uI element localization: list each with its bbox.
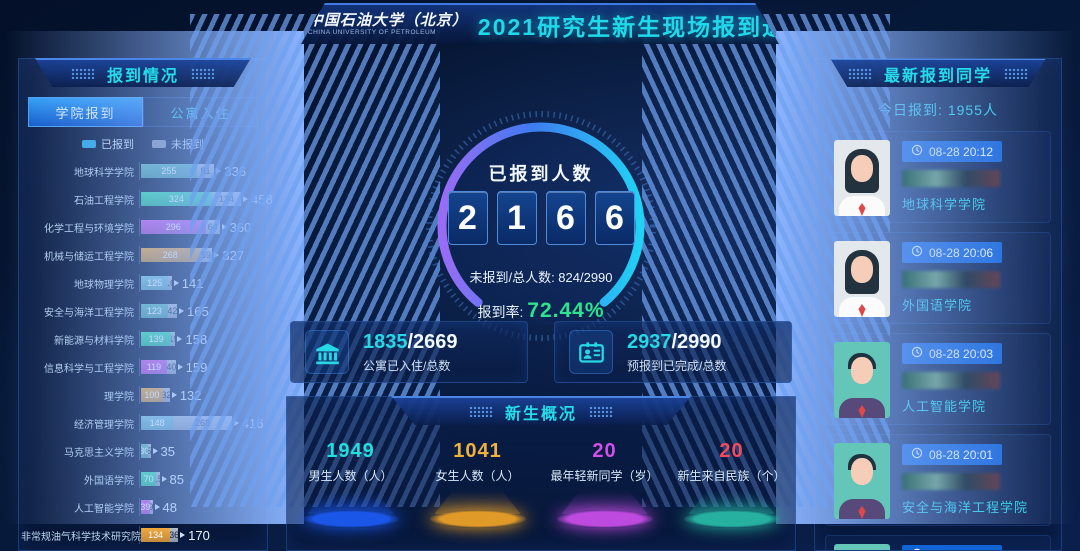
count-digit-box: 6 [594, 191, 635, 245]
dorm-stat-text: 1835/2669 公寓已入住/总数 [363, 331, 458, 374]
student-avatar [834, 342, 890, 418]
title-decoration-dots [191, 68, 215, 79]
overview-stat-label: 男生人数（人） [308, 469, 393, 483]
overview-stat-value: 1041 [453, 440, 502, 462]
registration-rate-line: 报到率: 72.44% [286, 299, 796, 323]
student-card[interactable]: 08-28 19:58 [825, 535, 1051, 551]
left-panel-title: 报到情况 [106, 67, 179, 85]
student-avatar [834, 140, 890, 216]
avatar-tie [858, 203, 866, 216]
title-decoration-dots [468, 406, 493, 417]
university-name-cn: 中国石油大学（北京） [307, 12, 468, 29]
stat-glow-disc [429, 510, 526, 528]
college-total: 170 [188, 527, 210, 543]
stat-cards-row: 1835/2669 公寓已入住/总数 2937/2990 预报到已完成/总数 [290, 321, 792, 383]
avatar-tie [858, 304, 866, 317]
header-banner: 中国石油大学（北京） CHINA UNIVERSITY OF PETROLEUM… [301, 3, 779, 44]
student-name-blurred [902, 472, 1000, 490]
id-card-icon [569, 330, 613, 374]
dorm-total: /2669 [407, 330, 458, 353]
stat-glow-disc [683, 510, 780, 528]
freshman-overview-panel: 新生概况 1949 男生人数（人） 1041 女生人数（人） 20 最年轻新同学（岁） 20… [286, 396, 796, 551]
student-avatar [834, 544, 890, 550]
overview-stat-value: 20 [719, 440, 744, 462]
checkin-time-badge: 08-28 19:58 [902, 545, 1003, 551]
rate-label: 报到率: [477, 304, 528, 320]
student-name-blurred [902, 169, 1000, 187]
student-name-blurred [902, 371, 1000, 389]
avatar-tie [858, 506, 866, 519]
stat-light-beam [688, 490, 775, 514]
overview-stat: 20 最年轻新同学（岁） [541, 440, 668, 528]
title-decoration-dots [589, 406, 613, 417]
overview-stat: 20 新生来自民族（个） [668, 440, 795, 528]
avatar-face [851, 155, 873, 182]
count-digit-box: 2 [447, 191, 488, 245]
student-name-blurred [902, 270, 1000, 288]
overview-stat-value: 20 [592, 440, 617, 462]
unregistered-label: 未报到/总人数: [469, 270, 559, 285]
college-name: 非常规油气科学技术研究院 [21, 531, 141, 543]
preregister-total: /2990 [671, 330, 722, 353]
gauge-ring [426, 111, 656, 341]
student-avatar [834, 241, 890, 317]
preregister-value: 2937 [627, 330, 672, 353]
dorm-stat-card: 1835/2669 公寓已入住/总数 [290, 321, 528, 383]
university-name-en: CHINA UNIVERSITY OF PETROLEUM [307, 29, 437, 37]
overview-title: 新生概况 [504, 405, 577, 423]
stat-light-beam [434, 490, 521, 514]
stat-glow-disc [556, 510, 653, 528]
page-title: 2021研究生新生现场报到进展 [477, 13, 813, 40]
dorm-value: 1835 [363, 330, 408, 353]
gauge-title: 已报到人数 [488, 164, 594, 184]
avatar-face [851, 458, 873, 485]
preregister-stat-card: 2937/2990 预报到已完成/总数 [554, 321, 792, 383]
checkin-time: 08-28 19:58 [929, 549, 993, 551]
right-panel-title-bar: 最新报到同学 [830, 59, 1046, 87]
student-avatar [834, 443, 890, 519]
university-name: 中国石油大学（北京） CHINA UNIVERSITY OF PETROLEUM [308, 13, 468, 36]
total-arrow-icon [180, 532, 186, 538]
preregister-label: 预报到已完成/总数 [627, 358, 727, 373]
count-digit-box: 6 [545, 191, 586, 245]
avatar-tie [858, 405, 866, 418]
overview-stats-row: 1949 男生人数（人） 1041 女生人数（人） 20 最年轻新同学（岁） 20 新生来自民… [287, 440, 795, 528]
unreported-bar-segment[interactable]: 36 [170, 528, 179, 542]
dorm-label: 公寓已入住/总数 [363, 358, 451, 373]
title-decoration-dots [70, 68, 95, 79]
avatar-face [851, 357, 873, 384]
title-decoration-dots [847, 68, 872, 79]
preregister-stat-text: 2937/2990 预报到已完成/总数 [627, 331, 726, 374]
overview-stat-label: 新生来自民族（个） [677, 469, 786, 483]
left-panel-title-bar: 报到情况 [35, 58, 251, 87]
overview-stat-label: 女生人数（人） [435, 469, 520, 483]
college-bar-track: 134 36 [139, 526, 179, 544]
overview-title-bar: 新生概况 [391, 396, 691, 425]
student-info: 08-28 19:58 [902, 544, 1042, 551]
bank-icon [305, 330, 349, 374]
overview-stat: 1949 男生人数（人） [287, 440, 414, 528]
title-decoration-dots [1004, 68, 1028, 79]
count-digit-box: 1 [496, 191, 537, 245]
page-header: 中国石油大学（北京） CHINA UNIVERSITY OF PETROLEUM… [0, 0, 1080, 524]
overview-stat: 1041 女生人数（人） [414, 440, 541, 528]
overview-stat-label: 最年轻新同学（岁） [550, 469, 659, 483]
unregistered-value: 824/2990 [558, 270, 613, 285]
clock-icon [911, 548, 923, 550]
unregistered-total-line: 未报到/总人数: 824/2990 [286, 267, 796, 286]
right-panel-title: 最新报到同学 [883, 67, 992, 85]
stat-light-beam [307, 490, 394, 514]
college-row: 非常规油气科学技术研究院 134 36 170 [21, 521, 263, 549]
rate-value: 72.44% [527, 299, 605, 322]
overview-stat-value: 1949 [326, 440, 375, 462]
avatar-face [851, 256, 873, 283]
reported-bar-segment[interactable]: 134 [141, 528, 171, 542]
stat-light-beam [561, 490, 648, 514]
stat-glow-disc [302, 510, 399, 528]
